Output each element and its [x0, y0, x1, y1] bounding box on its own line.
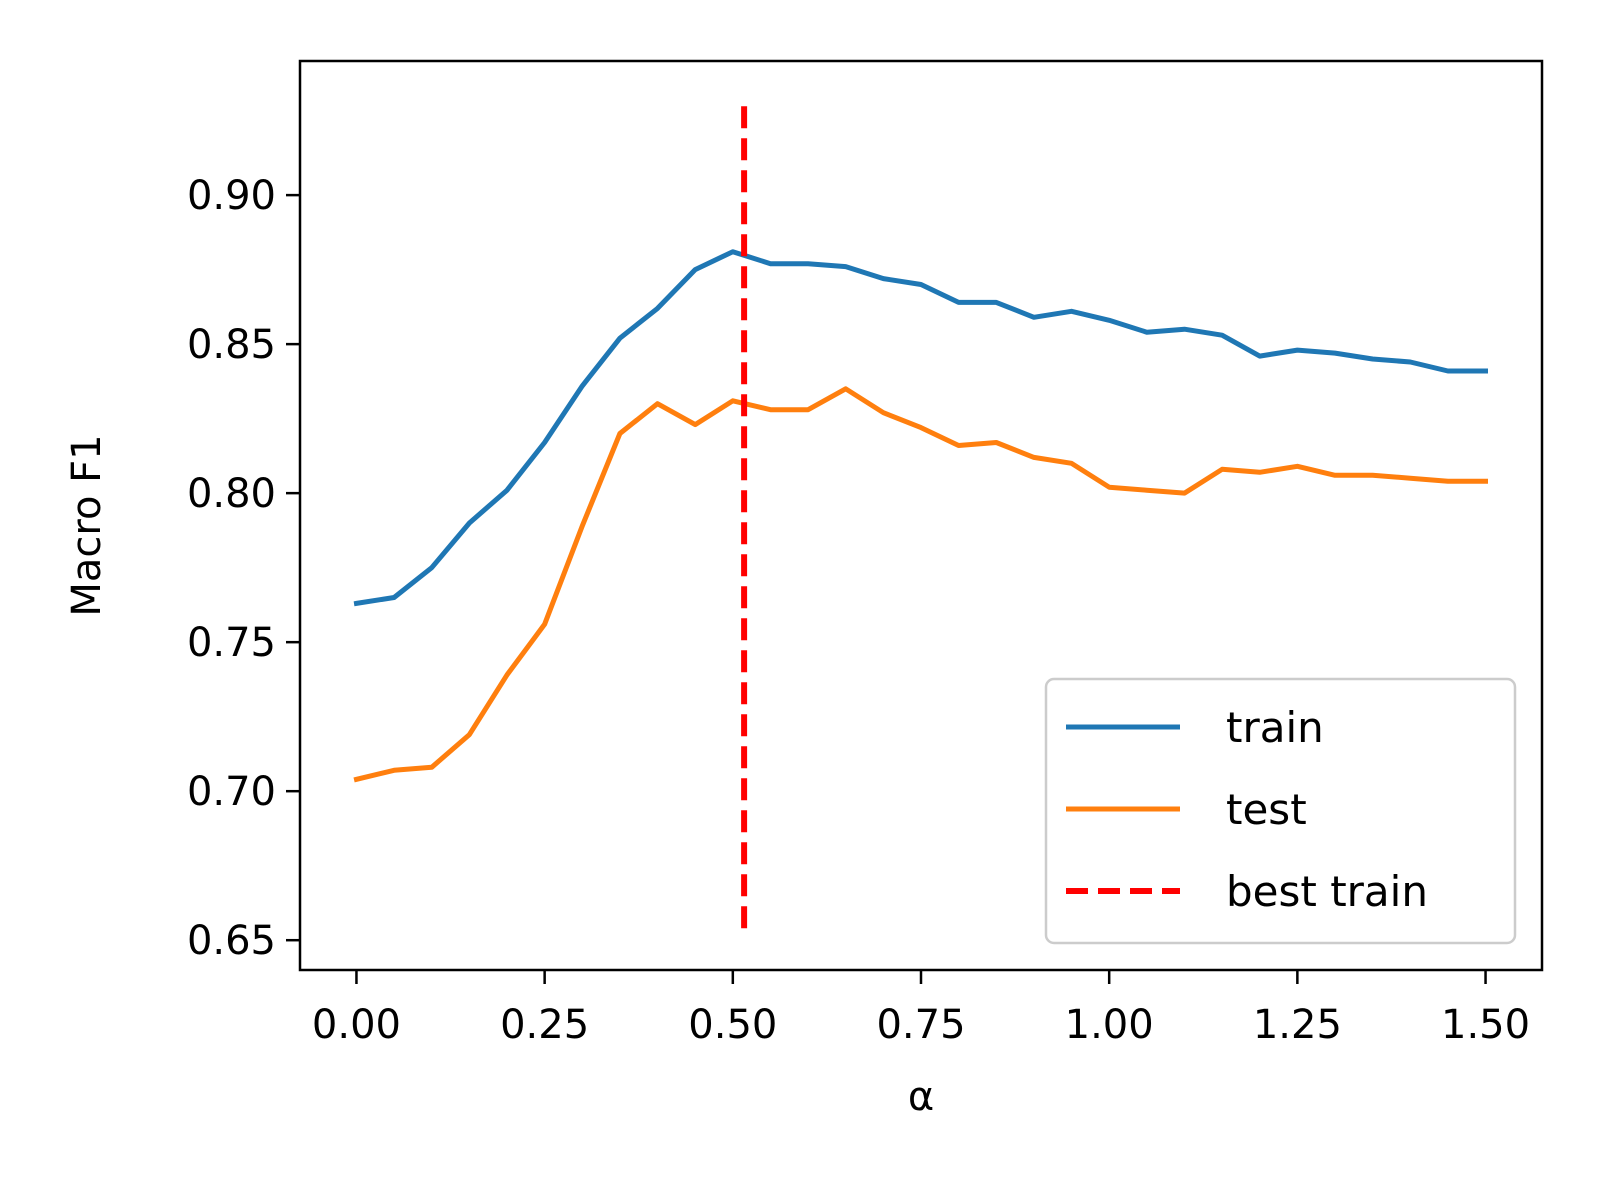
x-tick-label: 1.50	[1441, 1002, 1530, 1048]
x-tick-label: 0.75	[876, 1002, 965, 1048]
legend-label: train	[1226, 703, 1324, 752]
x-tick-label: 0.25	[500, 1002, 589, 1048]
y-tick-label: 0.85	[187, 322, 276, 368]
y-tick-label: 0.90	[187, 173, 276, 219]
y-axis-label: Macro F1	[64, 434, 110, 616]
y-tick-label: 0.65	[187, 918, 276, 964]
legend-box	[1044, 677, 1517, 945]
series-line-train	[353, 249, 1488, 607]
plot-area	[353, 105, 1488, 929]
series-line-test	[353, 386, 1488, 783]
legend-label: test	[1226, 785, 1307, 834]
x-tick-label: 0.00	[312, 1002, 401, 1048]
y-tick-label: 0.80	[187, 471, 276, 517]
y-tick-label: 0.75	[187, 620, 276, 666]
x-tick-label: 1.00	[1065, 1002, 1154, 1048]
y-tick-label: 0.70	[187, 769, 276, 815]
legend: train test best train	[1044, 677, 1517, 945]
axes: 0.00 0.25 0.50 0.75 1.00 1.25 1.50 0.65 0.70 0.75…	[64, 59, 1544, 1120]
x-tick-label: 1.25	[1253, 1002, 1342, 1048]
x-axis-label: α	[908, 1074, 934, 1120]
x-tick-label: 0.50	[688, 1002, 777, 1048]
legend-label: best train	[1226, 867, 1428, 916]
